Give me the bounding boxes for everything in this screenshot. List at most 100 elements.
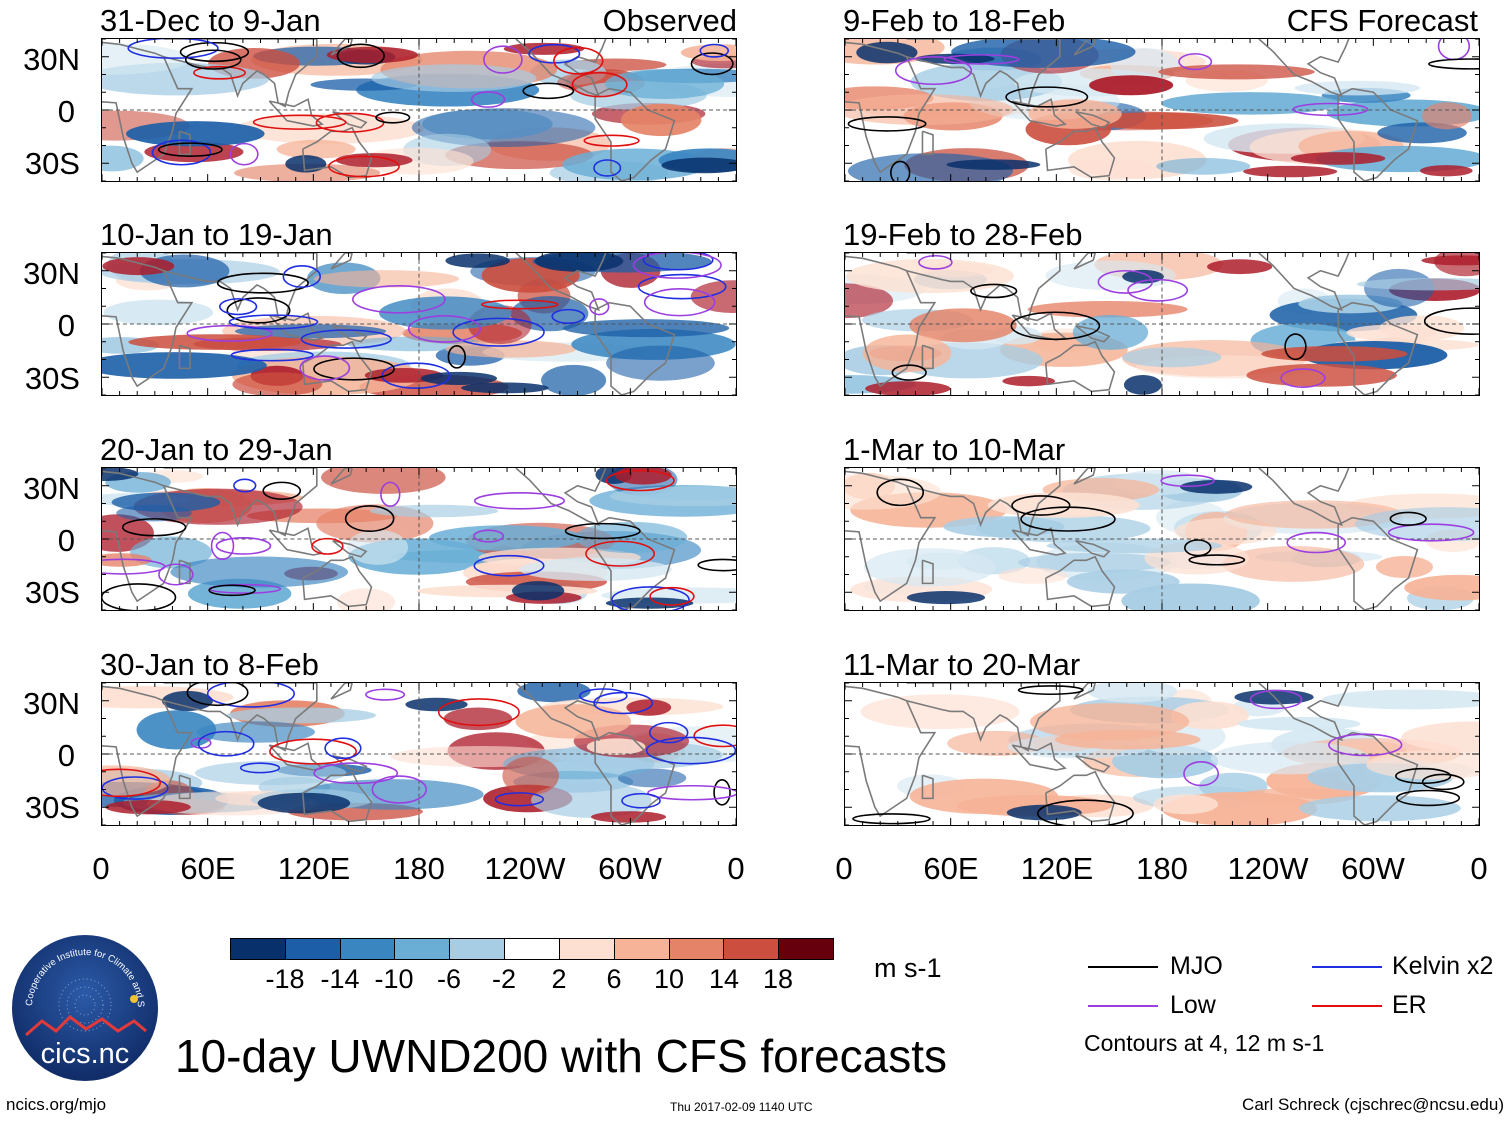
wind-map bbox=[845, 468, 1479, 610]
cics-logo: Cooperative Institute for Climate and Sa… bbox=[9, 927, 158, 1081]
axis-ticks bbox=[102, 39, 736, 181]
wind-map bbox=[102, 683, 736, 825]
wind-anomaly-blobs bbox=[860, 683, 1479, 825]
x-label-60w: 60W bbox=[1341, 851, 1405, 886]
x-label-60w: 60W bbox=[598, 851, 662, 886]
footer-timestamp: Thu 2017-02-09 1140 UTC bbox=[670, 1100, 813, 1114]
low-legend-line bbox=[1088, 1005, 1158, 1007]
wind-map bbox=[102, 253, 736, 395]
filter-contours bbox=[876, 474, 1475, 566]
colorbar-box bbox=[778, 938, 834, 960]
map-panel-forecast-2 bbox=[844, 252, 1480, 396]
axis-ticks bbox=[845, 468, 1479, 610]
map-panel-forecast-3 bbox=[844, 467, 1480, 611]
continent-outlines bbox=[845, 39, 1419, 181]
axis-ticks bbox=[845, 683, 1479, 825]
colorbar-box bbox=[723, 938, 780, 960]
y-label-0: 0 bbox=[57, 523, 75, 558]
axis-ticks bbox=[102, 468, 736, 610]
colorbar-box bbox=[558, 938, 615, 960]
panel-title-right-2: 19-Feb to 28-Feb bbox=[843, 217, 1083, 252]
colorbar-box bbox=[394, 938, 451, 960]
map-panel-observed-1 bbox=[101, 38, 737, 182]
y-label-30s: 30S bbox=[24, 361, 80, 396]
mjo-legend-line bbox=[1088, 966, 1158, 968]
axis-ticks bbox=[845, 253, 1479, 395]
axis-ticks bbox=[845, 39, 1479, 181]
legend-mjo: MJO bbox=[1170, 952, 1223, 980]
panel-title-left-4: 30-Jan to 8-Feb bbox=[100, 647, 319, 682]
wind-map bbox=[845, 253, 1479, 395]
colorbar-box bbox=[613, 938, 670, 960]
x-label-60e: 60E bbox=[923, 851, 979, 886]
colorbar-tick: 10 bbox=[653, 964, 685, 994]
filter-contours bbox=[186, 253, 727, 389]
filter-contours bbox=[852, 685, 1465, 825]
logo-text: cics.nc bbox=[41, 1038, 130, 1070]
colorbar-tick: -18 bbox=[265, 964, 305, 994]
map-panel-forecast-4 bbox=[844, 682, 1480, 826]
legend-er: ER bbox=[1392, 991, 1427, 1019]
wind-map bbox=[845, 683, 1479, 825]
axis-ticks bbox=[102, 253, 736, 395]
y-label-0: 0 bbox=[57, 738, 75, 773]
cfs-forecast-label: CFS Forecast bbox=[1286, 3, 1478, 38]
wind-map bbox=[102, 468, 736, 610]
map-panel-observed-3 bbox=[101, 467, 737, 611]
map-panel-forecast-1 bbox=[844, 38, 1480, 182]
y-label-0: 0 bbox=[57, 308, 75, 343]
continent-outlines bbox=[102, 468, 676, 610]
wind-anomaly-blobs bbox=[102, 42, 736, 181]
axis-ticks bbox=[102, 683, 736, 825]
y-label-30s: 30S bbox=[24, 575, 80, 610]
x-label-120e: 120E bbox=[1020, 851, 1094, 886]
colorbar bbox=[230, 938, 834, 962]
colorbar-box bbox=[284, 938, 341, 960]
colorbar-tick: -14 bbox=[320, 964, 360, 994]
footer-url: ncics.org/mjo bbox=[6, 1095, 107, 1114]
y-label-30n: 30N bbox=[23, 42, 80, 77]
filter-contours bbox=[102, 469, 736, 610]
wind-anomaly-blobs bbox=[845, 253, 1479, 395]
panel-title-right-1: 9-Feb to 18-Feb bbox=[843, 3, 1066, 38]
filter-contours bbox=[127, 39, 734, 178]
panel-title-left-2: 10-Jan to 19-Jan bbox=[100, 217, 333, 252]
y-label-30n: 30N bbox=[23, 686, 80, 721]
legend-kelvin: Kelvin x2 bbox=[1392, 952, 1494, 980]
colorbar-box bbox=[504, 938, 560, 960]
colorbar-box bbox=[668, 938, 725, 960]
panel-title-right-4: 11-Mar to 20-Mar bbox=[843, 647, 1081, 682]
x-label-0: 0 bbox=[92, 851, 110, 886]
legend-low: Low bbox=[1170, 991, 1216, 1019]
colorbar-tick: 6 bbox=[606, 964, 622, 994]
main-title: 10-day UWND200 with CFS forecasts bbox=[175, 1030, 948, 1082]
wind-map bbox=[845, 39, 1479, 181]
colorbar-tick: 2 bbox=[551, 964, 567, 994]
colorbar-box bbox=[339, 938, 396, 960]
wind-anomaly-blobs bbox=[845, 469, 1479, 610]
colorbar-tick: 14 bbox=[708, 964, 740, 994]
colorbar-box bbox=[449, 938, 506, 960]
footer-author: Carl Schreck (cjschrec@ncsu.edu) bbox=[1242, 1095, 1504, 1114]
y-label-30s: 30S bbox=[24, 146, 80, 181]
continent-outlines bbox=[845, 468, 1419, 610]
x-label-180: 180 bbox=[393, 851, 445, 886]
wind-anomaly-blobs bbox=[845, 39, 1479, 181]
y-label-30s: 30S bbox=[24, 790, 80, 825]
map-panel-observed-2 bbox=[101, 252, 737, 396]
x-label-0: 0 bbox=[727, 851, 745, 886]
x-label-120w: 120W bbox=[1227, 851, 1309, 886]
x-label-180: 180 bbox=[1136, 851, 1188, 886]
wind-map bbox=[102, 39, 736, 181]
wind-anomaly-blobs bbox=[102, 468, 736, 610]
filter-contours bbox=[102, 683, 736, 809]
er-legend-line bbox=[1312, 1005, 1382, 1007]
colorbar-tick: 18 bbox=[762, 964, 794, 994]
continent-outlines bbox=[102, 253, 676, 395]
colorbar-tick: -6 bbox=[436, 964, 461, 994]
wind-anomaly-blobs bbox=[102, 253, 736, 395]
y-label-30n: 30N bbox=[23, 471, 80, 506]
y-label-0: 0 bbox=[57, 94, 75, 129]
y-label-30n: 30N bbox=[23, 256, 80, 291]
x-label-120w: 120W bbox=[484, 851, 566, 886]
